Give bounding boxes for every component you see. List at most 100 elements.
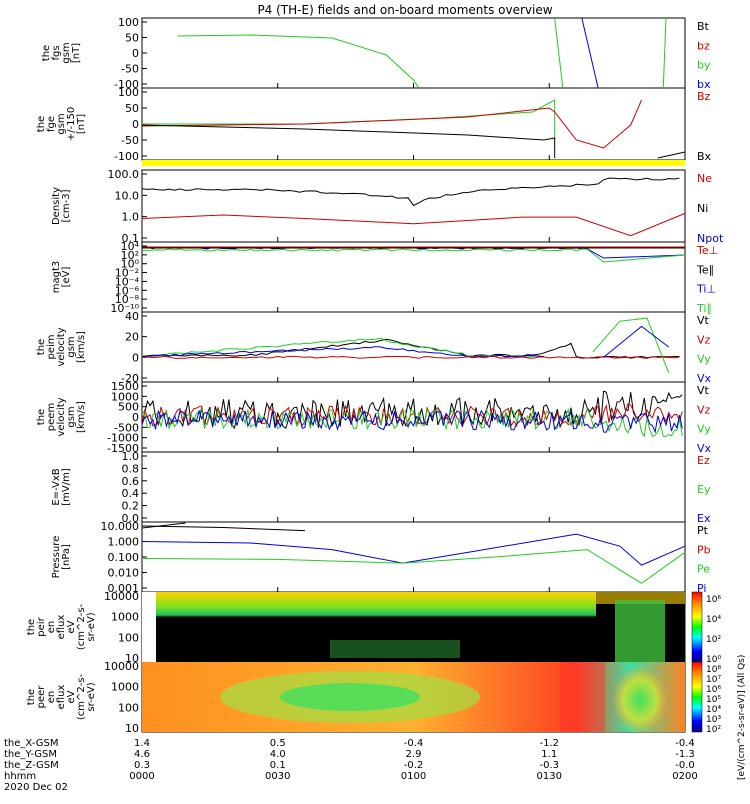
panel-density-tick: 10.0 <box>115 189 140 202</box>
xaxis-row-label: the_Y-GSM <box>4 749 57 760</box>
legend-fge-Bz: Bz <box>697 90 711 103</box>
panel-fgs-ylabel: the fgs gsm [nT] <box>41 42 82 63</box>
pressure-pe-curve <box>142 550 685 584</box>
legend-temp-Te∥: Te∥ <box>696 263 714 276</box>
xaxis-value: 0000 <box>129 771 154 782</box>
fge-by-curve <box>142 100 555 140</box>
temp-tiperp-curve <box>142 247 685 258</box>
legend-efield-Ez: Ez <box>697 454 710 467</box>
peer-spectrogram <box>142 662 685 734</box>
panel-fge-tick: -50 <box>121 134 139 147</box>
cbar-tick-peir: 10² <box>706 635 721 645</box>
cbar-tick-peer: 10⁶ <box>706 685 721 695</box>
pressure-pt-curve <box>142 526 305 531</box>
ylabel-line: [mV/m] <box>61 468 72 506</box>
ylabel-line: [km/s] <box>76 401 87 433</box>
panel-efield-tick: 1.0 <box>122 450 140 463</box>
ylabel-line: [nT] <box>71 43 82 63</box>
legend-peem-Vy: Vy <box>697 423 711 436</box>
panel-peir-tick: 1000 <box>111 611 139 624</box>
legend-temp-Te⊥: Te⊥ <box>696 244 718 257</box>
xaxis-value: -0.4 <box>675 738 695 749</box>
xaxis-value: 0100 <box>401 771 426 782</box>
legend-density-Ni: Ni <box>697 202 708 215</box>
plot-title: P4 (TH-E) fields and on-board moments ov… <box>257 3 552 17</box>
panel-pressure-tick: 10.000 <box>101 520 140 533</box>
cbar-tick-peir: 10⁰ <box>706 655 721 665</box>
panel-peer-tick: 10 <box>125 722 139 735</box>
fge-bx-end <box>658 152 685 158</box>
cbar-tick-peer: 10⁸ <box>706 665 721 675</box>
xaxis-row-label: the_X-GSM <box>4 738 58 749</box>
ylabel-line: sr-eV) <box>86 612 97 641</box>
panel-efield-tick: 0.8 <box>122 462 140 475</box>
panel-fge-tick: -100 <box>114 150 139 163</box>
legend-peem-Vz: Vz <box>697 403 711 416</box>
legend-pressure-Pe: Pe <box>697 563 710 576</box>
pressure-pi-curve <box>142 534 685 565</box>
panel-temp-ylabel: magt3 [eV] <box>51 261 72 294</box>
fge-bx-curve <box>142 125 555 158</box>
panel-peir-tick: 10000 <box>104 590 139 603</box>
panel-density-ylabel: Density [cm-3] <box>51 187 72 225</box>
ylabel-line: [eV] <box>61 267 72 288</box>
xaxis-value: 0200 <box>672 771 697 782</box>
legend-fge-Bx: Bx <box>697 150 712 163</box>
panel-fge-ylabel: the fge gsm +/-150 [nT] <box>36 107 87 141</box>
panel-pressure-tick: 0.100 <box>108 551 140 564</box>
panel-efield-tick: 0.2 <box>122 500 140 513</box>
panel-peer-tick: 10000 <box>104 660 139 673</box>
legend-peem-Vt: Vt <box>697 384 710 397</box>
panel-pressure-ylabel: Pressure [nPa] <box>51 536 72 579</box>
panel-peir-ylabel: the peir en eflux eV (cm^2-s-sr-eV) <box>26 603 97 650</box>
xaxis-row-label: the_Z-GSM <box>4 760 59 771</box>
panel-fge-tick: 50 <box>125 102 139 115</box>
density-ne-curve <box>142 213 685 235</box>
efield-start <box>142 523 185 528</box>
ylabel-line: [km/s] <box>76 331 87 363</box>
xaxis-row-label: hhmm <box>4 771 36 782</box>
ylabel-line: [nT] <box>76 114 87 134</box>
density-ni-curve <box>142 178 680 205</box>
legend-peim-Vy: Vy <box>697 353 711 366</box>
fgs-by-spike <box>555 18 563 88</box>
panel-fgs-tick: -50 <box>121 63 139 76</box>
panel-pressure-tick: 0.010 <box>108 567 140 580</box>
ylabel-line: [cm-3] <box>61 189 72 222</box>
fgs-by-spike2 <box>663 18 666 88</box>
yellow-bar <box>142 160 685 166</box>
xaxis-value: 4.6 <box>134 749 150 760</box>
legend-temp-Ti⊥: Ti⊥ <box>696 283 716 296</box>
xaxis-value: 0.1 <box>270 760 286 771</box>
peir-spectrogram <box>142 592 685 662</box>
xaxis-value: 0.3 <box>134 760 150 771</box>
fgs-by-curve <box>177 35 419 88</box>
xaxis-value: -1.2 <box>539 738 559 749</box>
xaxis-value: 0.5 <box>270 738 286 749</box>
panel-efield-tick: 0.4 <box>122 487 140 500</box>
panel-peim-tick: 20 <box>125 331 139 344</box>
panel-fgs-tick: 50 <box>125 32 139 45</box>
xaxis-value: -0.0 <box>675 760 695 771</box>
panel-fge-tick: 100 <box>118 86 139 99</box>
ylabel-line: sr-eV) <box>86 682 97 711</box>
xaxis-value: 4.0 <box>270 749 286 760</box>
xaxis-value: 0130 <box>537 771 562 782</box>
xaxis-value: -0.4 <box>404 738 424 749</box>
cbar-tick-peer: 10⁵ <box>706 695 721 705</box>
cbar-tick-peer: 10⁷ <box>706 675 721 685</box>
xaxis-value: 1.4 <box>134 738 150 749</box>
panel-efield-ylabel: E=-VxB [mV/m] <box>51 468 72 506</box>
legend-peim-Vt: Vt <box>697 314 710 327</box>
panel-peer-tick: 1000 <box>111 681 139 694</box>
panel-density-tick: 100.0 <box>108 168 140 181</box>
cbar-tick-peer: 10³ <box>706 715 721 725</box>
panel-peim-tick: 40 <box>125 310 139 323</box>
panel-fgs-tick: 100 <box>118 16 139 29</box>
panel-peim-ylabel: the peim velocity gsm [km/s] <box>36 327 87 366</box>
legend-pressure-Pt: Pt <box>697 524 709 537</box>
xaxis-date: 2020 Dec 02 <box>4 782 68 793</box>
peir-colorbar <box>692 592 702 662</box>
xaxis-value: -0.3 <box>539 760 559 771</box>
ylabel-line: [nPa] <box>61 544 72 570</box>
